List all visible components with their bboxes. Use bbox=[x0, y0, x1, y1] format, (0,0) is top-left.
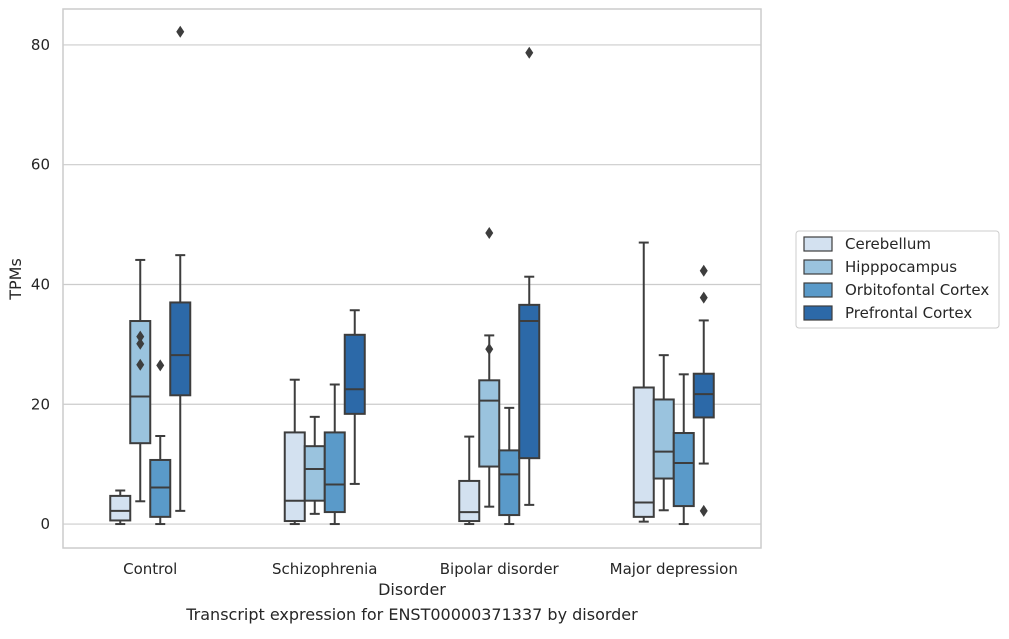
iqr-box bbox=[478, 379, 501, 468]
outlier-point bbox=[485, 343, 494, 356]
iqr-box bbox=[632, 386, 655, 518]
iqr-box bbox=[109, 494, 132, 522]
y-tick-label: 40 bbox=[31, 275, 50, 293]
y-tick-label: 60 bbox=[31, 156, 50, 174]
x-axis-ticks: Control Schizophrenia Bipolar disorder Majo… bbox=[123, 560, 738, 578]
iqr-box bbox=[692, 372, 715, 419]
legend-label: Cerebellum bbox=[845, 235, 931, 253]
box-plot bbox=[652, 354, 675, 512]
iqr-box bbox=[323, 431, 346, 514]
plot-frame bbox=[62, 8, 762, 549]
x-tick-label: Bipolar disorder bbox=[440, 560, 560, 578]
legend: Cerebellum Hipppocampus Orbitofontal Corte… bbox=[795, 230, 1000, 329]
y-tick-label: 80 bbox=[31, 36, 50, 54]
box-plot bbox=[303, 415, 326, 515]
box-plot bbox=[109, 489, 132, 526]
box-plot bbox=[458, 435, 481, 526]
box-plot bbox=[169, 25, 192, 512]
box-plot bbox=[129, 258, 152, 503]
iqr-box bbox=[652, 398, 675, 480]
box-plot bbox=[149, 359, 172, 526]
legend-label: Prefrontal Cortex bbox=[845, 304, 972, 322]
iqr-box bbox=[303, 445, 326, 502]
box-plot bbox=[323, 383, 346, 526]
x-axis-label: Disorder bbox=[378, 580, 446, 599]
y-tick-label: 0 bbox=[40, 515, 50, 533]
legend-swatch bbox=[803, 282, 833, 298]
outlier-point bbox=[699, 291, 708, 304]
iqr-box bbox=[672, 432, 695, 508]
box-plot bbox=[478, 226, 501, 508]
legend-swatch bbox=[803, 236, 833, 252]
boxes-layer bbox=[109, 25, 715, 526]
legend-swatch bbox=[803, 305, 833, 321]
iqr-box bbox=[518, 303, 541, 460]
legend-label: Hipppocampus bbox=[845, 258, 957, 276]
outlier-point bbox=[525, 46, 534, 59]
iqr-box bbox=[129, 320, 152, 445]
y-axis-ticks: 0 20 40 60 80 bbox=[31, 36, 50, 533]
outlier-point bbox=[156, 359, 165, 372]
box-plot bbox=[518, 46, 541, 506]
box-plot bbox=[283, 378, 306, 526]
box-plot bbox=[692, 264, 715, 517]
legend-frame bbox=[795, 230, 1000, 329]
iqr-box bbox=[283, 431, 306, 523]
box-plot bbox=[343, 309, 366, 485]
outlier-point bbox=[699, 504, 708, 517]
outlier-point bbox=[485, 226, 494, 239]
outlier-point bbox=[699, 264, 708, 277]
y-axis-label: TPMs bbox=[6, 258, 25, 301]
legend-swatch bbox=[803, 259, 833, 275]
iqr-box bbox=[458, 479, 481, 523]
y-tick-label: 20 bbox=[31, 395, 50, 413]
outlier-point bbox=[136, 330, 145, 343]
iqr-box bbox=[498, 449, 521, 517]
outlier-point bbox=[136, 358, 145, 371]
figure-caption: Transcript expression for ENST0000037133… bbox=[186, 605, 638, 624]
outlier-point bbox=[136, 337, 145, 350]
x-tick-label: Schizophrenia bbox=[272, 560, 377, 578]
outlier-point bbox=[176, 25, 185, 38]
x-tick-label: Control bbox=[123, 560, 177, 578]
x-tick-label: Major depression bbox=[610, 560, 738, 578]
legend-label: Orbitofontal Cortex bbox=[845, 281, 989, 299]
box-plot bbox=[672, 373, 695, 526]
box-plot bbox=[498, 406, 521, 526]
iqr-box bbox=[343, 333, 366, 415]
iqr-box bbox=[169, 301, 192, 397]
